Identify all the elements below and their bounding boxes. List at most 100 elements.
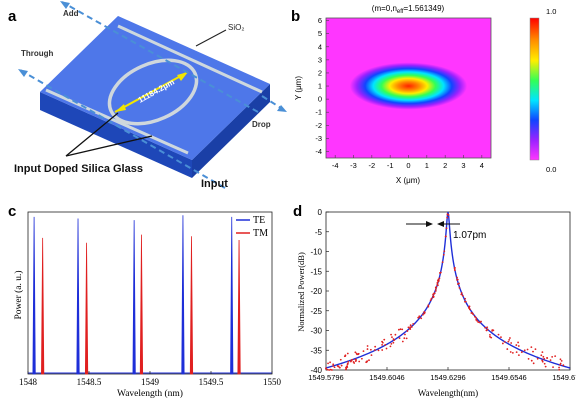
- measured-point: [446, 216, 449, 219]
- measured-point: [543, 362, 546, 365]
- heatmap-x-tick-label: 2: [443, 161, 447, 170]
- tm-peak: [84, 242, 89, 375]
- measured-point: [477, 321, 480, 324]
- measured-point: [392, 341, 395, 344]
- measured-point: [456, 283, 459, 285]
- measured-point: [439, 272, 441, 274]
- measured-point: [358, 360, 361, 363]
- measured-point: [340, 364, 343, 367]
- measured-point: [381, 349, 384, 351]
- measured-point: [453, 266, 456, 269]
- spectrum-peaks: [28, 215, 272, 375]
- measured-point: [366, 348, 369, 350]
- measured-point: [468, 306, 470, 308]
- mode-profile-chart: (m=0,neff=1.561349) -4 -3 -2 -1 0 1 2 3 4 -4 -3 -2…: [294, 4, 556, 185]
- measured-point: [534, 348, 537, 351]
- measured-point: [368, 359, 370, 362]
- measured-point: [464, 300, 467, 303]
- diameter-arrowhead-left: [115, 104, 126, 112]
- measured-point: [391, 336, 393, 339]
- measured-point: [346, 362, 349, 365]
- measured-point: [472, 313, 475, 316]
- resonance-frame: [325, 211, 571, 371]
- te-peak: [76, 218, 80, 375]
- slab-top-face: [40, 16, 270, 160]
- heatmap-y-tick-label: 5: [318, 29, 322, 38]
- heatmap-y-tick-label: 0: [318, 95, 322, 104]
- resonance-y-tick-label: -5: [315, 228, 323, 237]
- heatmap-y-tick-label: -1: [315, 108, 322, 117]
- te-peak: [32, 216, 36, 375]
- measured-point: [433, 292, 436, 295]
- measured-point: [456, 279, 458, 281]
- measured-point: [333, 366, 336, 369]
- heatmap-x-tick-label: -1: [387, 161, 394, 170]
- sio2-label: SiO₂: [228, 23, 244, 32]
- resonance-x-label: Wavelength(nm): [418, 388, 478, 398]
- measured-point: [544, 365, 547, 368]
- measured-point: [346, 352, 349, 355]
- measured-point: [497, 333, 500, 336]
- add-label: Add: [63, 9, 79, 18]
- spectrum-x-tick-label: 1549.5: [199, 377, 224, 387]
- measured-point: [540, 354, 543, 357]
- measured-point: [407, 326, 410, 329]
- measured-point: [520, 351, 523, 354]
- through-label: Through: [21, 49, 54, 58]
- spectrum-x-tick-label: 1550: [263, 377, 282, 387]
- measured-point: [437, 280, 440, 283]
- heatmap-y-tick-label: 4: [318, 42, 322, 51]
- measured-point: [507, 340, 510, 343]
- measured-point: [354, 360, 357, 363]
- heatmap-x-tick-label: -4: [332, 161, 339, 170]
- measured-point: [486, 326, 489, 329]
- measured-point: [447, 214, 450, 216]
- heatmap-x-tick-label: -3: [350, 161, 357, 170]
- measured-point: [398, 337, 401, 340]
- heatmap-x-tick-label: 1: [425, 161, 429, 170]
- measured-point: [394, 333, 397, 336]
- resonance-x-tick-label: 1549.6296: [430, 373, 465, 382]
- colorbar-max-label: 1.0: [546, 7, 556, 16]
- measured-point: [377, 349, 380, 352]
- heatmap-y-tick-label: -3: [315, 134, 322, 143]
- measured-point: [508, 338, 511, 341]
- measured-point: [350, 359, 353, 362]
- measured-point: [458, 287, 461, 289]
- measured-point: [526, 348, 529, 351]
- measured-point: [427, 305, 430, 308]
- resonance-y-tick-label: -35: [310, 346, 322, 355]
- measured-point: [559, 358, 562, 361]
- measured-point: [328, 369, 331, 371]
- measured-point: [511, 352, 514, 354]
- measured-point: [484, 326, 487, 329]
- measured-point: [532, 350, 534, 353]
- measured-point: [404, 333, 406, 336]
- measured-point: [366, 345, 369, 347]
- measured-point: [390, 342, 393, 345]
- input-doped-silica-label: Input Doped Silica Glass: [14, 163, 143, 175]
- measured-point: [543, 357, 546, 360]
- device-schematic: 11184.2μm Add Through SiO₂ Drop Input Do…: [14, 1, 287, 190]
- measured-point: [325, 367, 327, 370]
- measured-point: [517, 345, 520, 347]
- mode-title-subscript: eff: [397, 9, 404, 15]
- measured-point: [345, 366, 347, 369]
- measured-point: [418, 315, 421, 318]
- measured-point: [360, 357, 363, 360]
- measured-point: [445, 227, 448, 230]
- heatmap-y-tick-label: 1: [318, 82, 322, 91]
- measured-point: [438, 277, 441, 280]
- measured-point: [558, 366, 560, 369]
- measured-point: [489, 333, 491, 336]
- legend-box: [234, 214, 270, 240]
- resonance-y-tick-label: -40: [310, 366, 322, 375]
- measured-point: [357, 353, 360, 356]
- measured-point: [506, 348, 509, 350]
- measured-point: [527, 357, 530, 360]
- measured-point: [523, 349, 526, 352]
- heatmap-y-tick-label: 2: [318, 68, 322, 77]
- slab-front-face: [40, 92, 192, 178]
- measured-point: [542, 355, 545, 358]
- heatmap-y-tick-label: 6: [318, 16, 322, 25]
